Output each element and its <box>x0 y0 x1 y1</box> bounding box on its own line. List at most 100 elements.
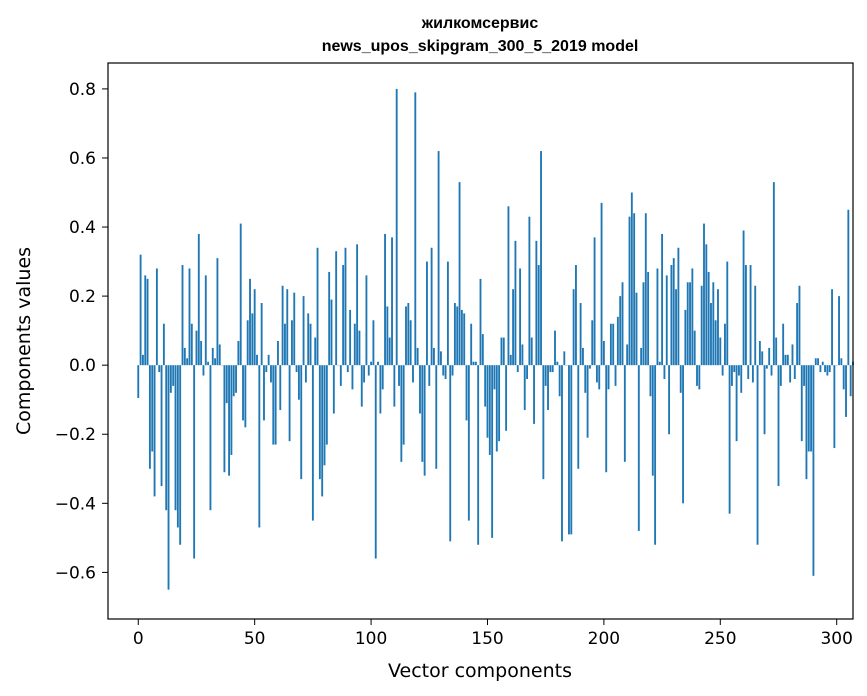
bar <box>398 365 400 386</box>
bar <box>188 268 191 366</box>
bar <box>260 303 263 366</box>
bar <box>456 306 459 366</box>
y-tick-label: −0.2 <box>55 425 96 445</box>
bar <box>484 365 487 407</box>
bar <box>237 341 240 366</box>
bar <box>342 265 345 366</box>
bar <box>665 275 668 366</box>
bar <box>204 275 207 366</box>
bar <box>793 365 796 379</box>
bar <box>824 365 826 373</box>
bar <box>756 365 759 545</box>
bar <box>758 341 761 366</box>
bar <box>426 261 428 366</box>
bar <box>616 316 619 366</box>
bar <box>672 258 675 366</box>
bar <box>609 323 612 366</box>
bar <box>239 223 242 366</box>
bar <box>316 247 319 366</box>
bar <box>642 282 645 366</box>
bar <box>181 265 184 366</box>
bar <box>847 209 850 366</box>
bar <box>388 337 391 366</box>
bar <box>358 330 361 366</box>
bar <box>379 365 382 414</box>
bar <box>323 365 326 466</box>
bar <box>311 365 314 521</box>
bar <box>800 365 803 442</box>
x-tick-label: 0 <box>133 629 144 649</box>
bar <box>742 230 745 366</box>
bar <box>803 365 806 386</box>
bar <box>721 365 724 376</box>
y-tick-label: −0.4 <box>55 494 96 514</box>
bar <box>493 365 496 390</box>
bar <box>288 365 291 442</box>
bar <box>274 365 277 445</box>
bar <box>230 365 233 455</box>
bar <box>577 365 580 469</box>
bar <box>372 320 375 366</box>
y-axis-label: Components values <box>13 247 35 435</box>
bar <box>486 365 489 438</box>
bar <box>502 337 505 366</box>
bar <box>591 320 594 366</box>
bar <box>277 341 279 366</box>
bar <box>810 365 813 452</box>
bar <box>491 365 494 538</box>
bar <box>139 254 142 366</box>
bar <box>612 323 615 366</box>
bar <box>619 296 622 366</box>
bar <box>514 240 517 366</box>
bar <box>214 358 217 366</box>
bar <box>726 261 729 366</box>
bar <box>218 344 221 366</box>
bar <box>167 365 170 590</box>
bar <box>537 265 540 366</box>
bar <box>314 337 317 366</box>
bar <box>705 244 708 366</box>
bar <box>328 271 331 366</box>
bar <box>779 365 782 386</box>
bar <box>735 365 738 442</box>
bar <box>654 365 657 545</box>
bar <box>363 365 366 383</box>
bar <box>300 365 303 480</box>
bar <box>737 365 740 376</box>
bar <box>796 303 799 366</box>
bar <box>586 365 589 438</box>
bar <box>698 365 701 390</box>
bar <box>437 151 440 366</box>
bar <box>602 341 605 366</box>
bar <box>335 251 338 366</box>
bar <box>195 330 198 366</box>
bar <box>789 365 792 383</box>
bar <box>377 361 379 366</box>
bar <box>474 361 477 366</box>
bar <box>433 347 435 366</box>
bar <box>505 365 508 431</box>
bars-group <box>137 88 854 590</box>
bar <box>798 285 801 366</box>
y-tick-label: 0.2 <box>69 287 96 307</box>
bar <box>519 268 522 366</box>
bar <box>845 365 847 417</box>
bar <box>675 289 677 366</box>
bar <box>540 151 542 366</box>
bar <box>761 351 764 366</box>
bar <box>833 365 836 449</box>
x-tick-label: 200 <box>588 629 620 649</box>
bar <box>367 365 370 376</box>
bar <box>747 365 750 379</box>
bar <box>579 303 582 366</box>
bar <box>554 330 556 366</box>
bar <box>446 261 449 366</box>
bar <box>630 192 633 366</box>
bar <box>526 365 528 379</box>
bar <box>614 365 617 386</box>
bar <box>463 313 466 366</box>
bar <box>409 320 412 366</box>
bar <box>414 92 417 366</box>
bar <box>384 233 386 366</box>
